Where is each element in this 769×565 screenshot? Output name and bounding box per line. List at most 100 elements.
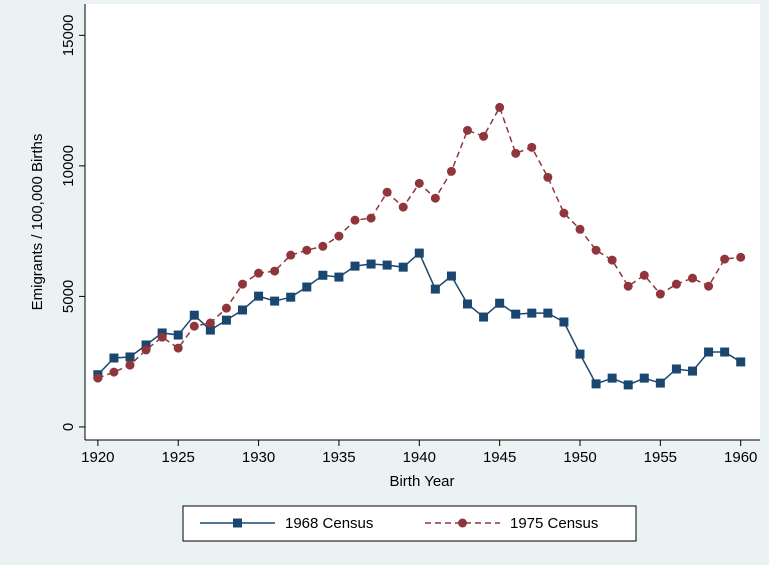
data-point	[511, 148, 521, 158]
data-point	[238, 305, 247, 315]
data-point	[189, 321, 199, 331]
data-point	[173, 343, 183, 353]
data-point	[430, 284, 440, 294]
data-point	[607, 373, 617, 383]
x-axis-label: Birth Year	[389, 473, 454, 490]
data-point	[254, 291, 264, 301]
data-point	[141, 345, 151, 355]
data-point	[688, 273, 697, 283]
data-point	[382, 187, 392, 197]
data-point	[671, 279, 681, 289]
data-point	[607, 255, 617, 265]
y-axis-label: Emigrants / 100,000 Births	[29, 134, 46, 311]
data-point	[591, 379, 601, 389]
data-point	[382, 260, 392, 270]
data-point	[704, 281, 714, 291]
data-point	[655, 289, 665, 299]
data-point	[254, 268, 264, 278]
data-point	[157, 332, 167, 342]
data-point	[173, 330, 183, 340]
data-point	[302, 245, 312, 255]
data-point	[270, 266, 280, 276]
data-point	[623, 380, 633, 390]
y-tick-label: 5000	[60, 280, 77, 313]
data-point	[414, 178, 424, 188]
data-point	[398, 262, 408, 272]
legend-marker	[458, 518, 467, 528]
data-point	[350, 215, 360, 225]
data-point	[318, 270, 328, 280]
data-point	[238, 279, 247, 289]
x-tick-label: 1925	[162, 449, 195, 466]
x-tick-label: 1945	[483, 449, 516, 466]
data-point	[575, 224, 585, 234]
x-tick-label: 1920	[81, 449, 114, 466]
data-point	[639, 373, 649, 383]
data-point	[495, 102, 505, 112]
data-point	[189, 310, 199, 320]
data-point	[205, 318, 215, 328]
data-point	[688, 366, 697, 376]
data-point	[479, 131, 489, 141]
data-point	[511, 309, 521, 319]
data-point	[302, 282, 312, 292]
plot-area	[85, 4, 760, 440]
data-point	[527, 308, 537, 318]
data-point	[334, 231, 344, 241]
data-point	[655, 378, 665, 388]
data-point	[318, 241, 328, 251]
data-point	[575, 349, 585, 359]
data-point	[559, 208, 569, 218]
data-point	[639, 270, 649, 280]
data-point	[446, 271, 456, 281]
data-point	[671, 364, 681, 374]
data-point	[93, 373, 103, 383]
x-tick-label: 1955	[644, 449, 677, 466]
legend-marker	[233, 518, 242, 528]
x-tick-label: 1935	[322, 449, 355, 466]
data-point	[736, 252, 746, 262]
data-point	[414, 248, 424, 258]
x-tick-label: 1950	[563, 449, 596, 466]
data-point	[479, 312, 489, 322]
data-point	[559, 317, 569, 327]
legend-label: 1968 Census	[285, 515, 373, 532]
data-point	[463, 299, 472, 309]
data-point	[720, 347, 730, 357]
legend-label: 1975 Census	[510, 515, 598, 532]
y-tick-label: 15000	[60, 14, 77, 56]
x-tick-label: 1940	[403, 449, 436, 466]
data-point	[109, 353, 119, 363]
data-point	[286, 250, 296, 260]
x-tick-label: 1960	[724, 449, 757, 466]
data-point	[221, 315, 231, 325]
data-point	[736, 357, 746, 367]
data-point	[623, 281, 633, 291]
data-point	[527, 142, 537, 152]
data-point	[270, 296, 280, 306]
data-point	[720, 254, 730, 264]
data-point	[334, 272, 344, 282]
data-point	[543, 172, 553, 182]
y-tick-label: 0	[60, 423, 77, 431]
data-point	[591, 245, 601, 255]
data-point	[141, 340, 151, 350]
data-point	[221, 303, 231, 313]
data-point	[125, 352, 135, 362]
data-point	[109, 367, 119, 377]
data-point	[704, 347, 714, 357]
data-point	[286, 292, 296, 302]
data-point	[398, 202, 408, 212]
data-point	[430, 193, 440, 203]
data-point	[366, 259, 376, 269]
data-point	[125, 360, 135, 370]
data-point	[366, 213, 376, 223]
data-point	[463, 125, 472, 135]
data-point	[446, 166, 456, 176]
x-tick-label: 1930	[242, 449, 275, 466]
data-point	[495, 298, 505, 308]
data-point	[205, 325, 215, 335]
data-point	[543, 308, 553, 318]
y-tick-label: 10000	[60, 145, 77, 187]
